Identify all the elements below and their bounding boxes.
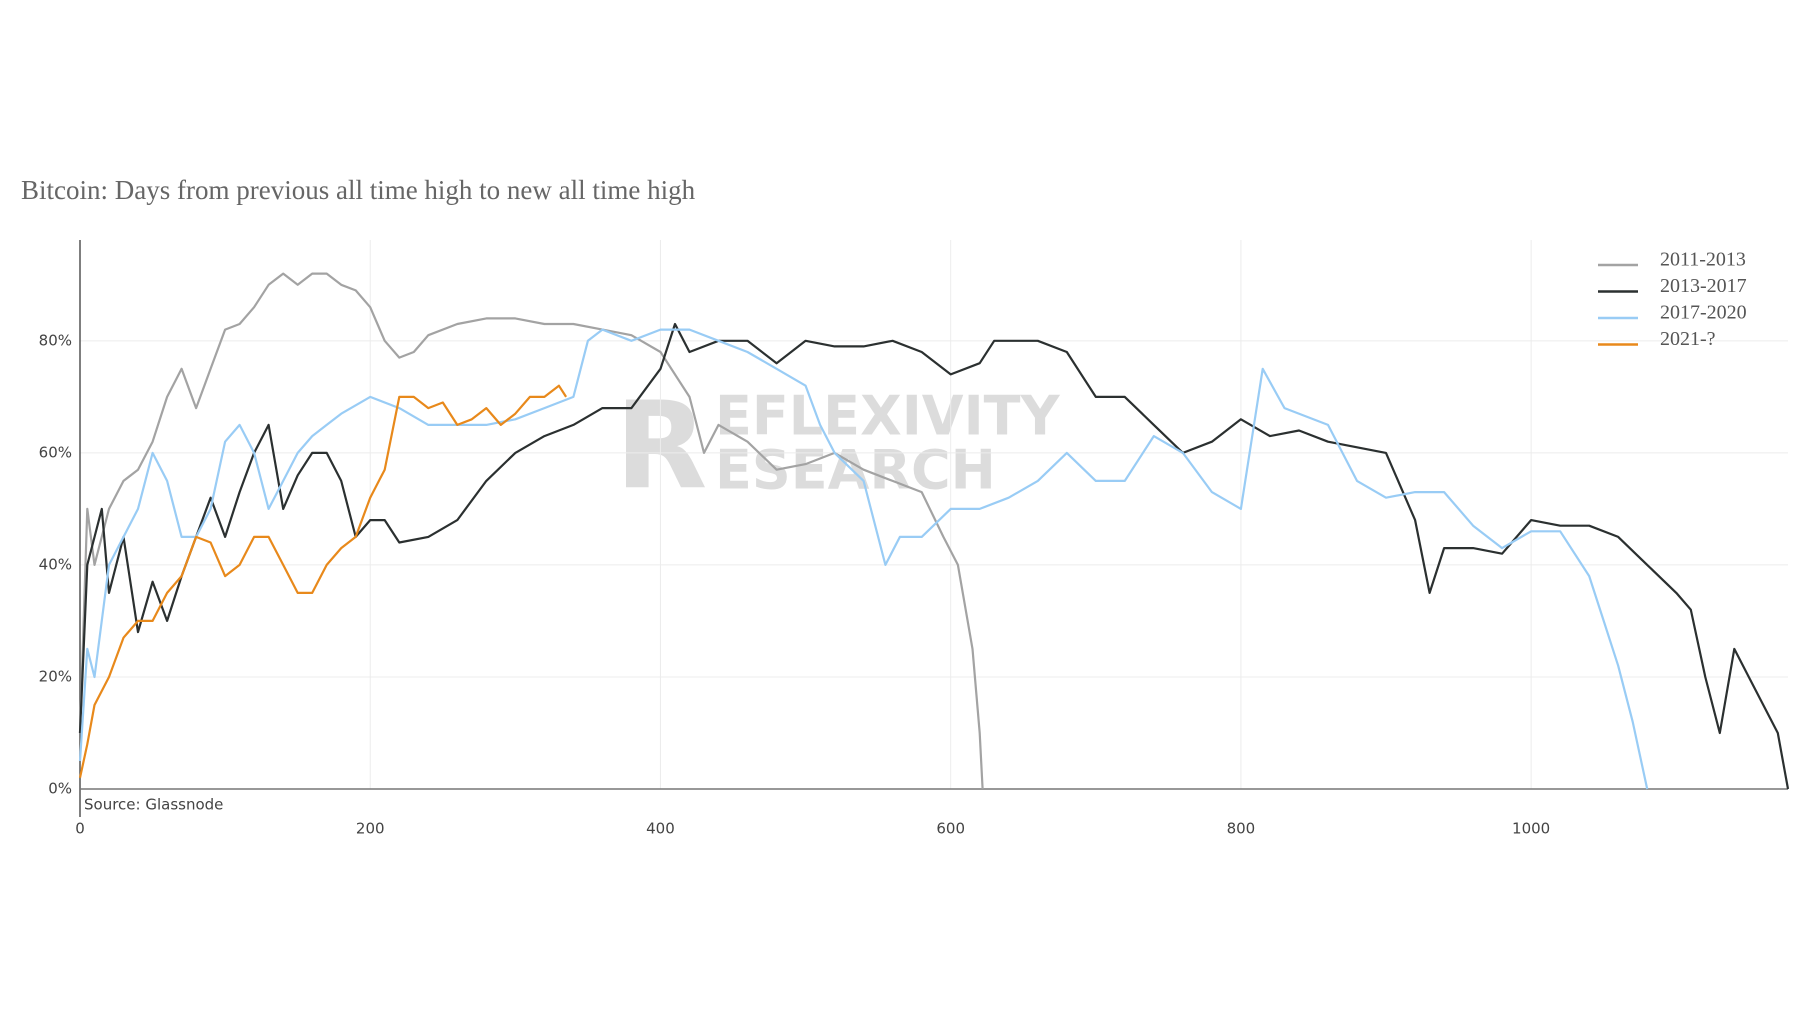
legend-label: 2011-2013 [1660, 249, 1746, 271]
watermark-line: EFLEXIVITY [715, 385, 1061, 448]
x-tick-label: 400 [646, 820, 675, 838]
watermark: R EFLEXIVITY ESEARCH [615, 378, 1061, 517]
watermark-r: R [615, 378, 707, 517]
y-tick-label: 80% [39, 331, 72, 349]
x-tick-label: 600 [936, 820, 965, 838]
x-tick-label: 0 [75, 820, 85, 838]
y-tick-label: 60% [39, 443, 72, 461]
annotation: Source: Glassnode [84, 796, 223, 814]
x-tick-label: 1000 [1512, 820, 1550, 838]
series-line [78, 272, 984, 790]
y-tick-label: 20% [39, 667, 72, 685]
series-line [78, 384, 568, 779]
y-tick-label: 0% [48, 780, 72, 798]
y-tick-label: 40% [39, 555, 72, 573]
legend-label: 2021-? [1660, 328, 1716, 350]
x-tick-label: 800 [1227, 820, 1256, 838]
series-line [78, 328, 1649, 790]
legend-label: 2017-2020 [1660, 302, 1747, 324]
x-tick-label: 200 [356, 820, 385, 838]
watermark-line: ESEARCH [715, 439, 996, 502]
legend-label: 2013-2017 [1660, 275, 1747, 297]
chart-title: Bitcoin: Days from previous all time hig… [21, 175, 696, 205]
